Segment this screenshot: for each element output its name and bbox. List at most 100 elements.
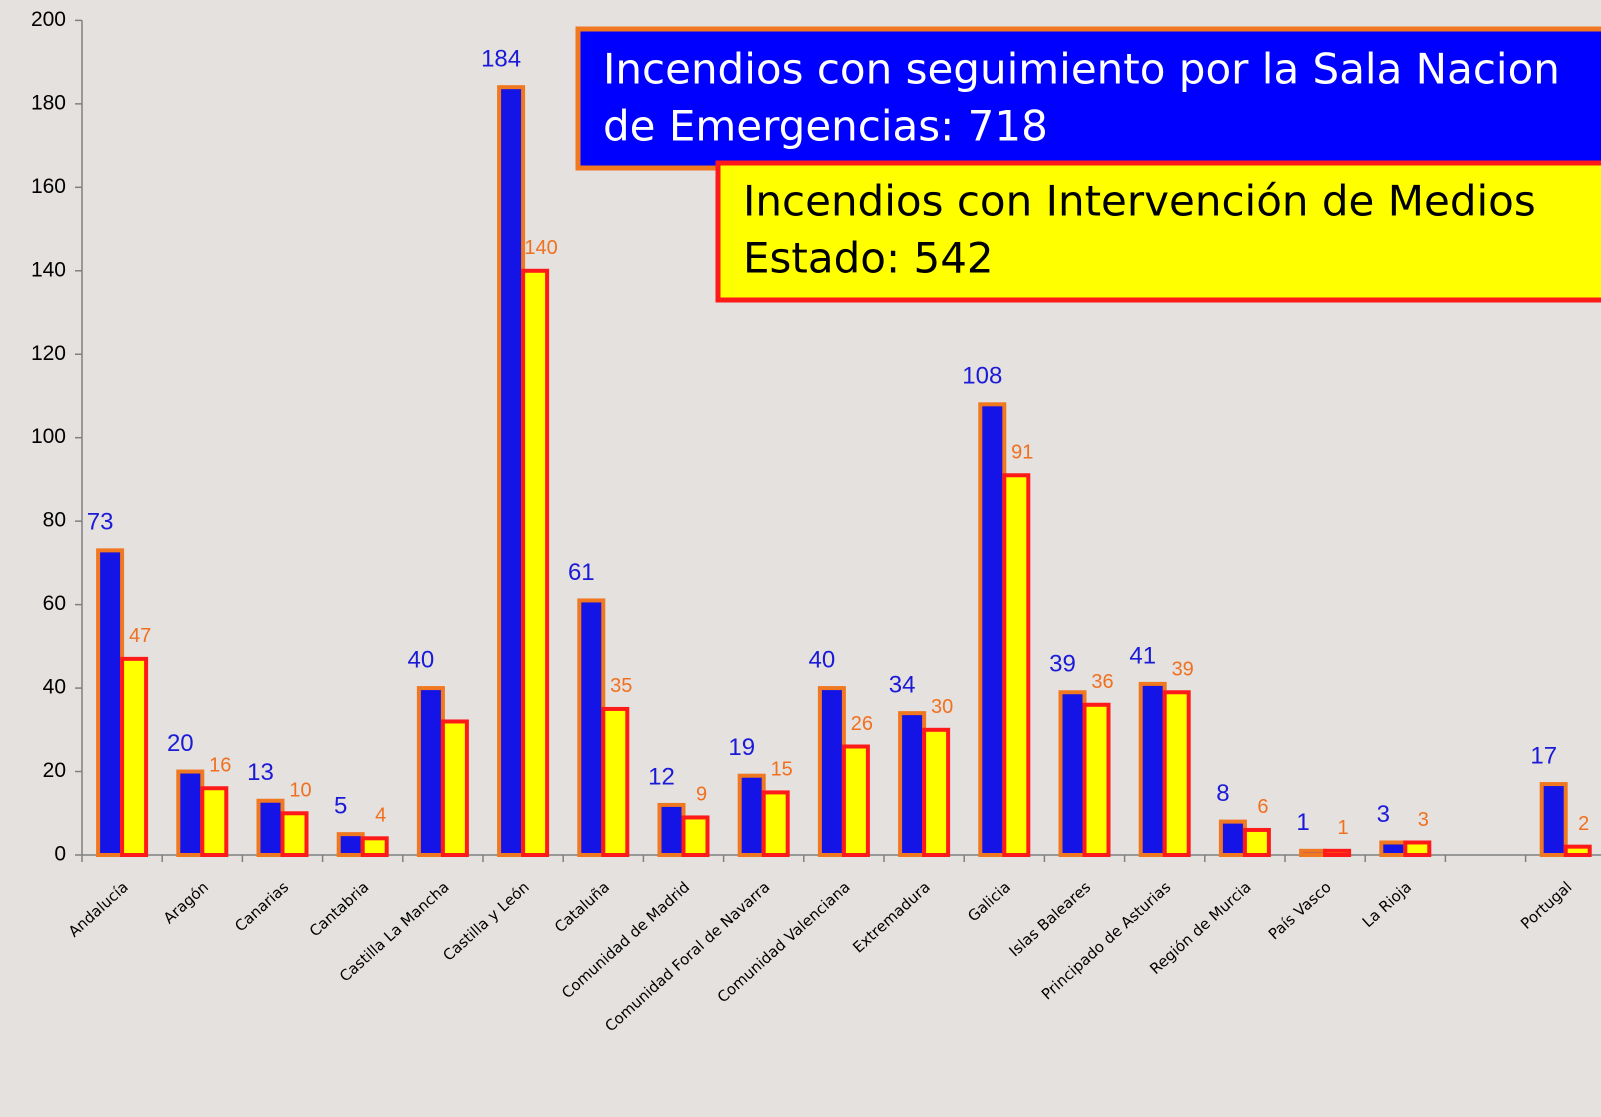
bar: [1539, 782, 1568, 858]
annotation-text: Incendios con Intervención de Medios: [743, 177, 1536, 226]
x-tick-label: La Rioja: [1359, 878, 1415, 931]
bar: [176, 769, 205, 857]
value-label: 40: [408, 646, 435, 673]
bar: [96, 548, 125, 857]
bar: [657, 802, 686, 858]
value-label: 10: [289, 780, 311, 802]
bar: [120, 656, 149, 858]
bar: [978, 402, 1007, 857]
annotation-text: Incendios con seguimiento por la Sala Na…: [603, 45, 1560, 94]
value-label: 3: [1418, 809, 1429, 831]
bar: [817, 686, 846, 858]
x-tick-label: Comunidad Foral de Navarra: [601, 878, 773, 1035]
bar: [1058, 690, 1087, 857]
y-tick-label: 80: [43, 509, 66, 532]
value-label: 40: [809, 646, 836, 673]
value-label: 140: [524, 237, 557, 259]
value-label: 34: [889, 671, 916, 698]
x-tick-label: Castilla y León: [439, 878, 532, 965]
value-label: 73: [87, 509, 114, 536]
y-tick-label: 20: [43, 759, 66, 782]
bar: [1162, 690, 1191, 857]
annotation-box: [715, 160, 1601, 303]
bar: [416, 686, 445, 858]
value-label: 19: [728, 734, 755, 761]
value-label: 20: [167, 730, 194, 757]
x-tick-label: País Vasco: [1265, 878, 1335, 943]
annotation-text: de Emergencias: 718: [603, 102, 1048, 151]
x-tick-label: Comunidad Valenciana: [714, 878, 854, 1006]
y-tick-label: 180: [31, 91, 66, 114]
bar: [1299, 848, 1328, 858]
x-tick-label: Canarias: [231, 878, 292, 935]
bar: [1218, 819, 1247, 858]
bar: [200, 786, 229, 857]
x-tick-label: Islas Baleares: [1005, 878, 1094, 961]
bar: [256, 798, 285, 857]
value-label: 30: [931, 696, 953, 718]
value-label: 1: [1296, 809, 1309, 836]
value-label: 5: [334, 792, 347, 819]
bar: [1242, 827, 1271, 857]
y-tick-label: 0: [54, 843, 66, 866]
bar: [1403, 840, 1432, 858]
bar: [737, 773, 766, 858]
bar: [601, 706, 630, 857]
value-label: 13: [247, 759, 274, 786]
value-label: 15: [771, 759, 793, 781]
value-label: 12: [648, 763, 675, 790]
value-label: 8: [1216, 780, 1229, 807]
bar: [280, 811, 309, 858]
value-label: 1: [1338, 817, 1349, 839]
bar: [1379, 840, 1408, 858]
y-tick-label: 100: [31, 425, 66, 448]
value-label: 39: [1049, 651, 1076, 678]
x-tick-label: Cantabria: [306, 878, 373, 940]
value-label: 35: [610, 675, 632, 697]
bar: [1002, 473, 1031, 857]
y-tick-label: 160: [31, 175, 66, 198]
value-label: 26: [851, 713, 873, 735]
value-label: 2: [1578, 813, 1589, 835]
value-label: 3: [1377, 801, 1390, 828]
annotation-box: [575, 26, 1601, 171]
bar: [922, 727, 951, 857]
value-label: 16: [209, 755, 231, 777]
value-label: 17: [1530, 742, 1557, 769]
value-label: 47: [129, 625, 151, 647]
y-tick-label: 140: [31, 258, 66, 281]
bar: [360, 836, 389, 857]
x-tick-label: Comunidad de Madrid: [558, 878, 693, 1002]
value-label: 9: [696, 784, 707, 806]
bar: [521, 268, 550, 857]
annotation-text: Estado: 542: [743, 234, 994, 283]
x-tick-label: Andalucía: [65, 878, 132, 941]
x-tick-label: Cataluña: [551, 878, 613, 936]
value-label: 39: [1172, 659, 1194, 681]
bar: [1563, 844, 1592, 857]
x-tick-label: Portugal: [1517, 878, 1575, 933]
value-label: 41: [1129, 642, 1156, 669]
value-label: 108: [962, 363, 1002, 390]
bar: [841, 744, 870, 858]
bar: [681, 815, 710, 857]
y-tick-label: 200: [31, 8, 66, 31]
bar: [1138, 681, 1167, 857]
value-label: 91: [1011, 442, 1033, 464]
bar: [497, 85, 526, 857]
value-label: 61: [568, 559, 595, 586]
y-tick-label: 120: [31, 342, 66, 365]
x-tick-label: Aragón: [160, 878, 212, 927]
value-label: 4: [375, 805, 386, 827]
y-tick-label: 60: [43, 592, 66, 615]
x-tick-label: Extremadura: [849, 878, 934, 957]
value-label: 6: [1257, 796, 1268, 818]
value-label: 36: [1091, 671, 1113, 693]
bar: [440, 719, 469, 857]
x-tick-label: Galicia: [964, 878, 1014, 925]
value-label: 184: [481, 46, 521, 73]
bar: [1323, 848, 1352, 858]
bar: [761, 790, 790, 858]
